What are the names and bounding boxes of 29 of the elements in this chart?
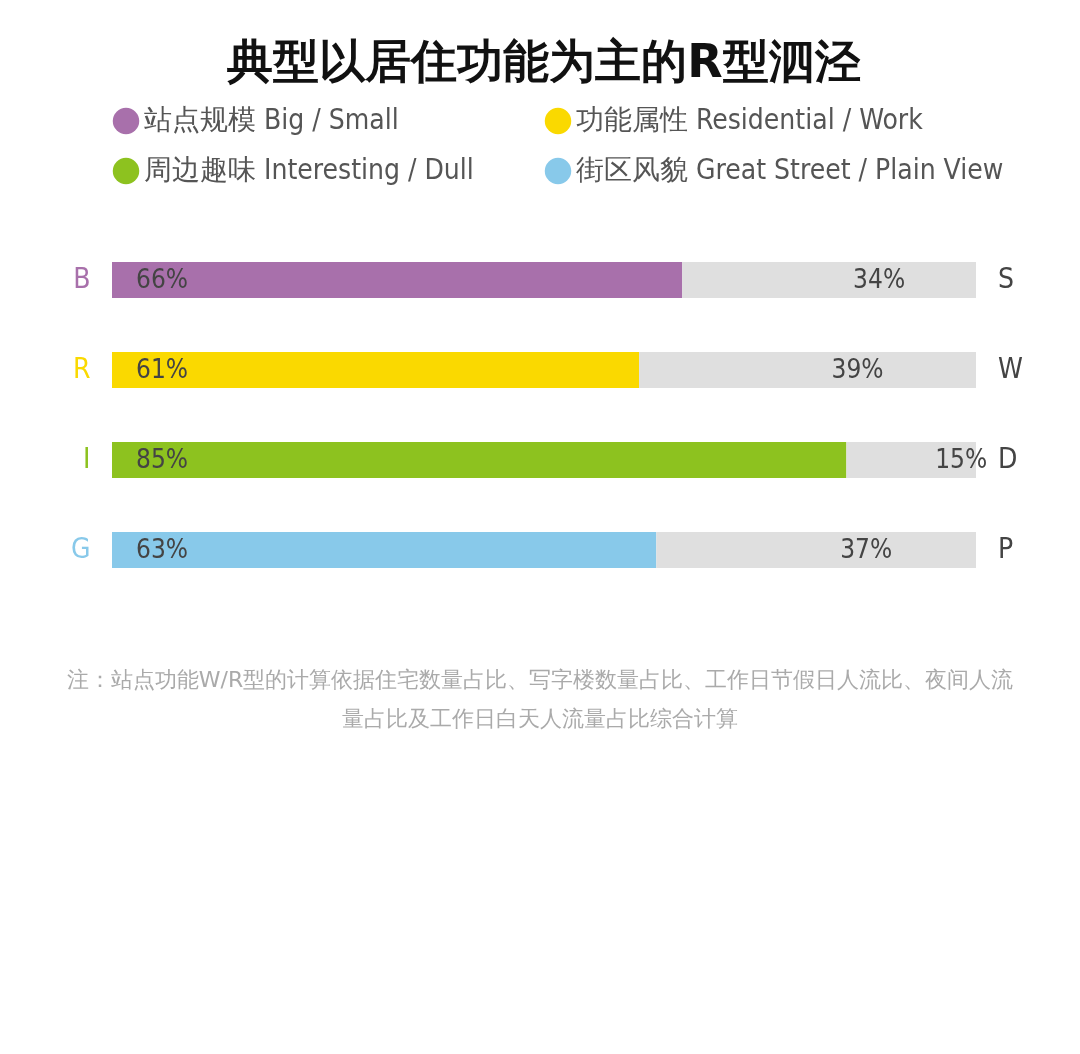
data-label: 66% xyxy=(136,264,188,294)
bar xyxy=(112,352,640,388)
data-label: 63% xyxy=(136,534,188,564)
bar xyxy=(112,262,683,298)
legend-label: 周边趣味 Interesting / Dull xyxy=(144,153,474,186)
text: 注：站点功能W/R型的计算依据住宅数量占比、写字楼数量占比、工作日节假日人流比、夜间人流量占比及工作日白天人流量占比综合计算 xyxy=(65,666,1015,733)
bar xyxy=(112,532,657,568)
bar xyxy=(682,262,976,298)
y-tick-label: R xyxy=(73,352,91,385)
legend-label: 功能属性 Residential / Work xyxy=(576,103,924,136)
data-label: 37% xyxy=(840,534,893,564)
legend-label: 站点规模 Big / Small xyxy=(144,103,399,136)
bar xyxy=(656,532,976,568)
y-tick-label: G xyxy=(70,532,91,565)
bar xyxy=(639,352,976,388)
data-label: 39% xyxy=(831,354,884,384)
y-tick-label: B xyxy=(73,262,91,295)
data-label: 61% xyxy=(136,354,188,384)
data-label: 85% xyxy=(136,444,188,474)
text: D xyxy=(998,442,1018,475)
text: S xyxy=(998,262,1014,295)
text: W xyxy=(998,352,1023,385)
bar xyxy=(112,442,847,478)
data-label: 34% xyxy=(853,264,906,294)
data-label: 15% xyxy=(935,444,988,474)
text: P xyxy=(998,532,1014,565)
legend-label: 街区风貌 Great Street / Plain View xyxy=(576,153,1004,186)
chart-title: 典型以居住功能为主的R型泗泾 xyxy=(226,34,861,88)
y-tick-label: I xyxy=(83,442,91,475)
